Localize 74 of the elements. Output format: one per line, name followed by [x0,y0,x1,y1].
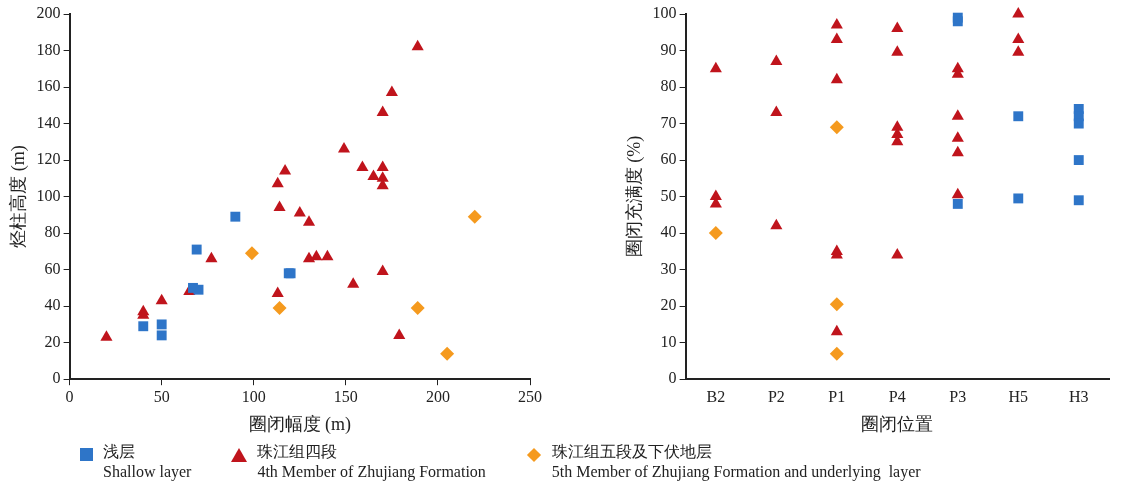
y-tick-label: 40 [660,223,677,241]
x-axis-title: 圈闭幅度 (m) [248,413,352,435]
point [279,164,292,175]
y-tick-label: 20 [44,332,61,350]
point [138,321,149,332]
point [356,160,369,171]
point [155,293,168,305]
y-tick-label: 70 [660,113,677,131]
y-tick-label: 60 [44,259,61,277]
y-tick-label: 80 [660,77,677,95]
x-tick-label: P1 [828,388,846,405]
point [293,206,306,217]
x-tick-label: P4 [888,388,906,405]
y-tick-label: 0 [668,369,677,387]
x-tick-label: P3 [949,388,967,405]
point [244,246,259,261]
x-tick-label: 250 [518,388,542,405]
y-tick-label: 0 [52,369,61,387]
point [273,200,286,212]
x-tick-label: 150 [333,388,358,405]
point [321,249,334,261]
x-tick-label: 200 [425,388,450,405]
y-axis-title: 圈闭充满度 (%) [623,135,645,258]
x-axis-title: 圈闭位置 [861,413,934,434]
x-tick-label: H5 [1008,388,1029,405]
y-tick-label: 80 [44,223,61,241]
point [337,142,351,153]
point [376,160,389,171]
y-tick-label: 90 [660,40,677,58]
y-tick-label: 100 [36,186,61,204]
y-tick-label: 50 [660,186,677,204]
point [411,39,424,51]
point [376,264,389,275]
legend-label: 珠江组四段 4th Member of Zhujiang Formation [257,442,486,482]
point [393,328,406,339]
point [193,284,204,295]
y-axis-title: 烃柱高度 (m) [7,145,29,248]
y-tick-label: 120 [36,150,61,168]
y-tick-label: 200 [36,4,61,22]
y-tick-label: 30 [660,259,677,277]
y-tick-label: 180 [36,40,61,58]
x-tick-label: 0 [65,388,74,405]
legend-label: 珠江组五段及下伏地层 5th Member of Zhujiang Formation and underlying layer [551,442,921,482]
y-tick-label: 20 [660,296,677,314]
point [410,300,425,315]
point [385,85,398,97]
y-tick-label: 160 [36,77,61,95]
point [376,171,389,182]
point [230,211,241,222]
y-tick-label: 40 [44,296,61,314]
x-tick-label: P2 [767,388,785,405]
legend-label: 浅层 Shallow layer [103,442,192,482]
x-tick-label: 50 [153,388,170,405]
point [205,251,218,263]
y-tick-label: 10 [660,332,677,350]
point [467,209,482,224]
point [271,176,284,188]
y-tick-label: 100 [652,4,677,22]
y-tick-label: 140 [36,113,61,131]
point [302,215,316,226]
point [271,286,284,297]
point [191,244,202,255]
point [156,330,167,341]
point [100,330,113,341]
y-tick-label: 60 [660,150,677,168]
point [156,319,167,330]
x-tick-label: 100 [241,388,266,405]
point [376,105,389,117]
point [347,277,360,288]
point [440,346,455,361]
x-tick-label: H3 [1068,388,1089,405]
point [272,300,287,315]
x-tick-label: B2 [706,388,726,405]
point [367,169,380,181]
